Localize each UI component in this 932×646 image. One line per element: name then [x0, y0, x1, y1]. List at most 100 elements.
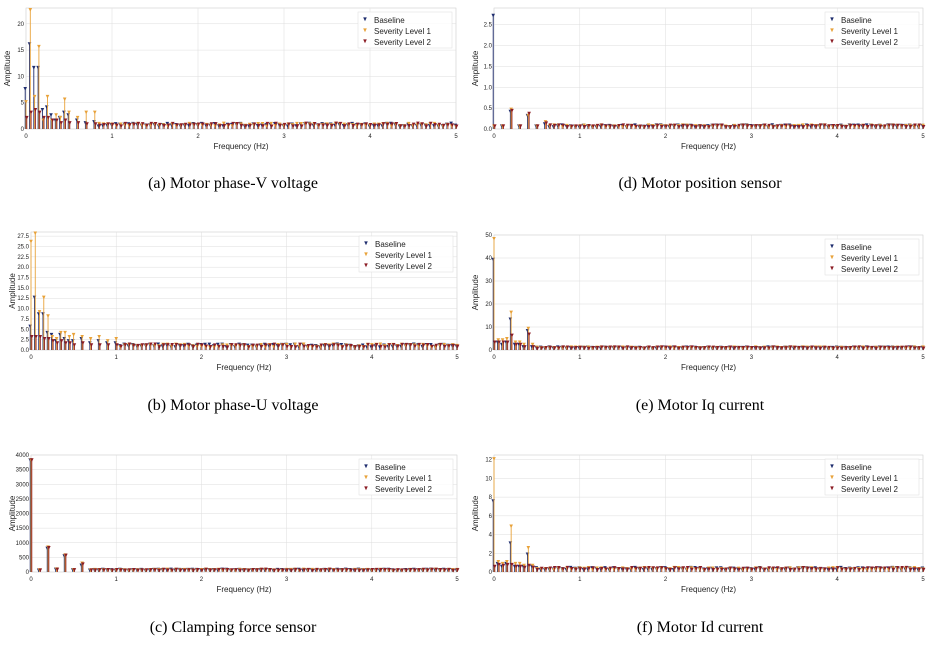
data-point: [67, 334, 72, 339]
tail-marker: [621, 123, 626, 128]
tail-marker: [196, 122, 201, 127]
tail-marker: [848, 567, 853, 572]
tail-marker: [222, 123, 227, 128]
tail-marker: [767, 346, 771, 351]
tail-marker: [630, 346, 634, 350]
y-tick-label: 2.5: [484, 23, 493, 29]
tail-marker: [617, 345, 621, 350]
data-point: [33, 107, 38, 112]
tail-marker: [216, 342, 220, 347]
tail-marker: [451, 343, 456, 348]
data-point: [55, 118, 59, 123]
tail-marker: [866, 566, 870, 571]
data-point: [493, 340, 497, 345]
data-point: [505, 340, 510, 345]
tail-marker: [127, 342, 132, 347]
tail-marker: [408, 567, 413, 572]
tail-marker: [300, 124, 304, 129]
data-point: [527, 111, 531, 116]
tail-marker: [651, 124, 656, 129]
tail-marker: [421, 343, 426, 348]
data-point: [98, 343, 102, 348]
tail-marker: [775, 566, 780, 571]
legend-entry: Baseline: [841, 16, 872, 25]
data-point: [28, 8, 33, 12]
tail-marker: [298, 342, 302, 347]
x-tick-label: 0: [492, 577, 496, 583]
y-tick-label: 1000: [16, 541, 30, 547]
tail-marker: [728, 125, 733, 129]
panel-caption: (e) Motor Iq current: [636, 397, 765, 414]
tail-marker: [454, 124, 459, 129]
y-tick-label: 20.0: [17, 265, 29, 271]
data-point: [64, 553, 68, 558]
tail-marker: [413, 568, 417, 573]
x-axis-label: Frequency (Hz): [681, 142, 736, 151]
tail-marker: [604, 567, 608, 572]
tail-marker: [282, 122, 287, 127]
legend-marker: [830, 464, 834, 469]
data-point: [526, 546, 531, 550]
data-point: [80, 334, 84, 339]
tail-marker: [883, 124, 887, 129]
tail-marker: [132, 568, 136, 572]
tail-marker: [690, 345, 694, 350]
tail-marker: [836, 566, 840, 570]
tail-marker: [741, 346, 746, 350]
tail-marker: [212, 343, 217, 348]
tail-marker: [368, 122, 373, 127]
tail-marker: [274, 121, 278, 126]
legend-entry: Severity Level 2: [375, 485, 432, 494]
tail-marker: [433, 123, 437, 127]
data-point: [85, 122, 89, 126]
tail-marker: [398, 124, 403, 129]
data-point: [23, 86, 27, 91]
x-tick-label: 5: [921, 355, 925, 361]
data-point: [45, 94, 50, 99]
tail-marker: [823, 123, 827, 128]
legend: Baseline Severity Level 1 Severity Level 2: [357, 11, 453, 49]
tail-marker: [123, 121, 128, 126]
tail-marker: [655, 566, 660, 571]
tail-marker: [703, 346, 707, 350]
x-tick-label: 3: [750, 134, 754, 140]
tail-marker: [281, 568, 285, 573]
tail-marker: [430, 567, 434, 572]
tail-marker: [848, 123, 853, 128]
x-tick-label: 5: [455, 355, 459, 361]
tail-marker: [681, 123, 686, 128]
legend-marker: [364, 486, 368, 491]
tail-marker: [793, 567, 797, 572]
tail-marker: [827, 124, 832, 129]
tail-marker: [878, 566, 883, 571]
tail-marker: [119, 124, 123, 129]
tail-marker: [904, 124, 909, 129]
tail-marker: [741, 123, 746, 128]
legend-entry: Severity Level 2: [374, 38, 431, 47]
tail-marker: [677, 346, 681, 351]
tail-marker: [221, 567, 226, 572]
tail-marker: [887, 123, 892, 128]
tail-marker: [745, 345, 750, 350]
data-point: [54, 337, 59, 341]
tail-marker: [119, 568, 123, 573]
tail-marker: [711, 123, 716, 128]
tail-marker: [685, 345, 690, 350]
tail-marker: [408, 343, 413, 347]
tail-marker: [332, 568, 336, 573]
tail-marker: [844, 567, 849, 572]
tail-marker: [801, 345, 806, 350]
tail-marker: [178, 343, 183, 348]
tail-marker: [771, 125, 776, 129]
data-point: [64, 341, 68, 345]
data-point: [496, 560, 501, 564]
panel-caption: (b) Motor phase-U voltage: [147, 397, 318, 414]
y-tick-label: 0.0: [21, 348, 30, 354]
y-tick-label: 1.0: [484, 85, 493, 91]
tail-marker: [429, 121, 433, 126]
legend-marker: [364, 475, 368, 480]
spectrum-tail: [118, 342, 460, 350]
tail-marker: [896, 566, 900, 570]
tail-marker: [136, 343, 140, 348]
data-point: [63, 118, 68, 123]
